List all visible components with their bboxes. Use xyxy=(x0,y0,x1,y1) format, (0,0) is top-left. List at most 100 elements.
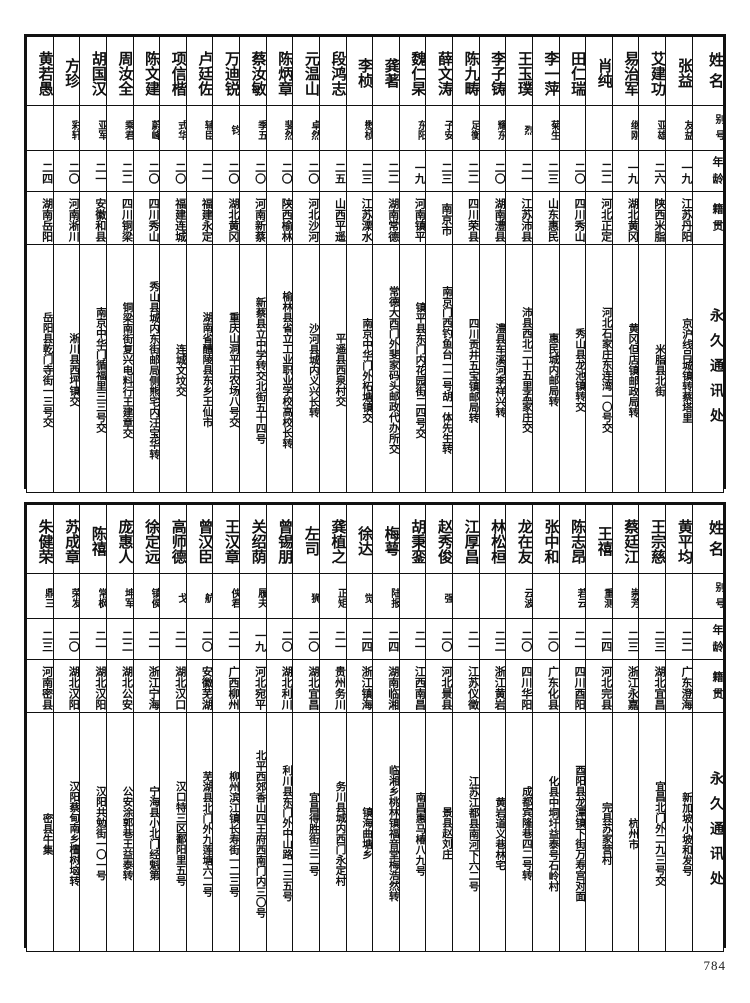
cell-name: 陈炳章 xyxy=(265,36,294,106)
cell-name: 元温山 xyxy=(292,36,320,106)
cell-alias xyxy=(585,105,613,151)
cell-address: 成都宾隆巷四二号转 xyxy=(505,712,533,952)
row-header-label: 永久通讯处 xyxy=(708,771,723,896)
alias-text: 烈 xyxy=(521,124,532,135)
age-text: 二四 xyxy=(360,630,373,652)
origin-text: 湖南澧县 xyxy=(493,197,506,242)
cell-alias: 辅臣 xyxy=(185,105,214,151)
name-text: 黄若愚 xyxy=(36,50,53,96)
row-address: 岳阳县乾门寺街一三号交 淅川县西坪镇交 南京中华门循福里三三号交 铜梁南街复兴电料行王… xyxy=(26,244,724,493)
cell-name: 李桢 xyxy=(345,36,374,106)
origin-text: 湖北宜昌 xyxy=(306,665,319,710)
alias-text xyxy=(267,574,293,618)
cell-origin: 江苏丹阳 xyxy=(665,191,693,245)
cell-origin: 四川秀山 xyxy=(558,191,587,245)
cell-name: 胡国汉 xyxy=(79,36,107,106)
cell-name: 李一萍 xyxy=(531,36,560,106)
origin-text: 河南淅川 xyxy=(67,197,80,242)
row-header-age: 年龄 xyxy=(692,618,724,660)
row-header-alias: 别号 xyxy=(692,573,724,619)
row-header-alias: 别号 xyxy=(692,105,724,151)
cell-alias: 强 xyxy=(425,573,453,619)
cell-age: 二二 xyxy=(105,618,134,660)
age-text: 二一 xyxy=(200,162,213,184)
origin-text: 四川铜梁 xyxy=(120,197,133,242)
cell-alias xyxy=(452,573,480,619)
cell-alias xyxy=(558,105,587,151)
name-text: 高师德 xyxy=(169,518,186,564)
cell-address: 宜昌北门外二九三号交 xyxy=(638,712,666,952)
cell-alias: 觉 xyxy=(345,573,374,619)
address-text: 澧县车溪河李祥兴转 xyxy=(494,322,506,418)
origin-text: 四川华阳 xyxy=(519,665,532,710)
name-text: 龚植之 xyxy=(329,518,346,564)
age-text: 二〇 xyxy=(573,162,586,184)
cell-origin: 四川铜梁 xyxy=(105,191,134,245)
cell-age: 二三 xyxy=(345,150,374,192)
cell-age: 二四 xyxy=(372,618,400,660)
cell-alias xyxy=(531,573,560,619)
cell-address: 榆林县省立工业职业学校高校长转 xyxy=(265,244,294,493)
cell-address: 米脂县北街 xyxy=(638,244,666,493)
cell-alias: 荣发 xyxy=(52,573,81,619)
cell-address: 汉阳共勉街一〇一号 xyxy=(79,712,107,952)
cell-address: 芜湖县北门外九莲塘六二号 xyxy=(185,712,214,952)
cell-age: 二一 xyxy=(212,618,240,660)
age-text: 二二 xyxy=(599,162,612,184)
origin-text: 安徽芜湖 xyxy=(200,665,213,710)
origin-text: 江苏仪徵 xyxy=(466,665,479,710)
alias-text: 履夫 xyxy=(255,587,266,608)
cell-origin: 福建连城 xyxy=(159,191,187,245)
cell-alias xyxy=(26,105,54,151)
age-text: 二五 xyxy=(333,162,346,184)
cell-address: 南京中华门外柘塘镇交 xyxy=(345,244,374,493)
cell-age: 二〇 xyxy=(505,618,533,660)
row-header-name: 姓名 xyxy=(692,504,724,574)
name-text: 陈志昂 xyxy=(569,518,586,564)
cell-address: 景县赵刘庄 xyxy=(425,712,453,952)
alias-text xyxy=(639,574,665,618)
page-number: 784 xyxy=(703,958,726,973)
age-text: 二〇 xyxy=(280,630,293,652)
name-text: 梅萼 xyxy=(382,526,399,556)
name-text: 朱健荣 xyxy=(36,518,53,564)
address-text: 南昌惠马椿八九号 xyxy=(414,791,426,876)
name-text: 陈炳章 xyxy=(276,50,293,96)
cell-address: 柳州滨江镇长寿街一二三号 xyxy=(212,712,240,952)
cell-origin: 四川荣县 xyxy=(452,191,480,245)
name-text: 项信楷 xyxy=(169,50,186,96)
cell-alias: 戈 xyxy=(159,573,187,619)
alias-text: 荣发 xyxy=(69,587,80,608)
alias-text xyxy=(666,574,692,618)
origin-text: 湖南岳阳 xyxy=(40,197,53,242)
address-text: 榆林县省立工业职业学校高校长转 xyxy=(281,291,293,449)
alias-text: 崇芳 xyxy=(628,587,639,608)
cell-name: 易治军 xyxy=(611,36,640,106)
cell-origin: 湖北黄冈 xyxy=(212,191,240,245)
cell-origin: 广西柳州 xyxy=(212,659,240,713)
cell-alias: 云波 xyxy=(505,573,533,619)
cell-name: 龚植之 xyxy=(318,504,347,574)
alias-text xyxy=(320,106,346,150)
alias-text: 友益 xyxy=(682,119,692,140)
cell-origin: 湖北汉阳 xyxy=(79,659,107,713)
alias-text: 子安 xyxy=(442,119,452,140)
address-text: 芜湖县北门外九莲塘六二号 xyxy=(201,770,213,897)
cell-address: 杭州市 xyxy=(611,712,640,952)
cell-address: 新加坡小坡和发号 xyxy=(665,712,693,952)
cell-origin: 湖北利川 xyxy=(265,659,294,713)
row-header-label: 年龄 xyxy=(711,624,723,658)
row-origin: 河南密县 湖北汉阳 湖北汉阳 湖北公安 浙江宁海 湖北汉口 安徽芜湖 广西柳州 河北宛平 湖北利川… xyxy=(26,659,724,713)
origin-text: 江苏溧水 xyxy=(360,197,373,242)
origin-text: 四川秀山 xyxy=(147,197,160,242)
address-text: 利川县东门外中山路一三五号 xyxy=(281,765,293,902)
age-text: 二〇 xyxy=(306,162,319,184)
cell-address: 淅川县西坪镇交 xyxy=(52,244,81,493)
age-text: 二〇 xyxy=(253,162,266,184)
origin-text: 四川秀山 xyxy=(573,197,586,242)
origin-text: 河北完县 xyxy=(599,665,612,710)
age-text: 一九 xyxy=(626,162,639,184)
alias-text: 耀东 xyxy=(495,119,506,140)
address-text: 公安涂郭巷王益泰转 xyxy=(121,786,133,881)
